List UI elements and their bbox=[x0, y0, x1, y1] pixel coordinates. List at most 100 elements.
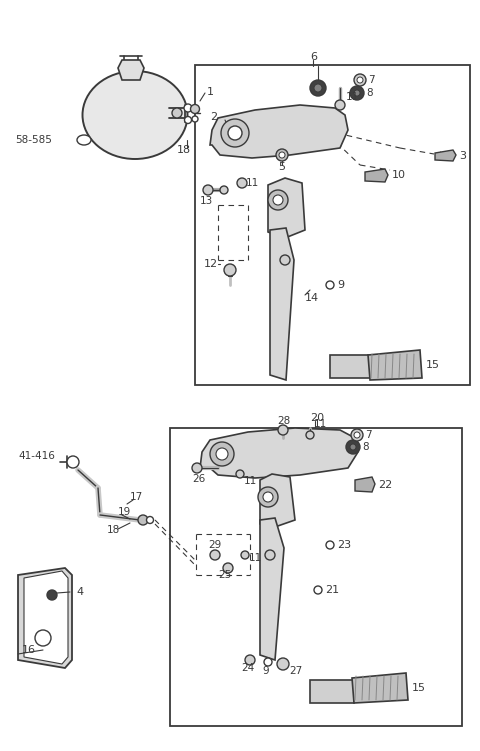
Text: 18: 18 bbox=[177, 145, 191, 155]
Circle shape bbox=[263, 492, 273, 502]
Circle shape bbox=[241, 551, 249, 559]
Text: 27: 27 bbox=[289, 666, 302, 676]
Polygon shape bbox=[260, 474, 295, 528]
Text: 8: 8 bbox=[366, 88, 372, 98]
Circle shape bbox=[35, 630, 51, 646]
Circle shape bbox=[258, 487, 278, 507]
Circle shape bbox=[326, 281, 334, 289]
Text: 26: 26 bbox=[192, 474, 205, 484]
Polygon shape bbox=[268, 178, 305, 238]
Circle shape bbox=[280, 255, 290, 265]
Circle shape bbox=[314, 84, 322, 92]
Text: 14: 14 bbox=[305, 293, 319, 303]
Circle shape bbox=[346, 440, 360, 454]
Text: 19: 19 bbox=[118, 507, 131, 517]
Circle shape bbox=[228, 126, 242, 140]
Text: 10: 10 bbox=[392, 170, 406, 180]
Text: 2: 2 bbox=[210, 112, 217, 122]
Circle shape bbox=[245, 655, 255, 665]
Circle shape bbox=[279, 152, 285, 158]
Circle shape bbox=[192, 463, 202, 473]
Circle shape bbox=[223, 563, 233, 573]
Text: 8: 8 bbox=[362, 442, 369, 452]
Circle shape bbox=[184, 104, 192, 112]
Text: 18: 18 bbox=[107, 525, 120, 535]
Bar bbox=[170, 428, 462, 726]
Circle shape bbox=[192, 116, 198, 122]
Circle shape bbox=[210, 442, 234, 466]
Circle shape bbox=[236, 470, 244, 478]
Polygon shape bbox=[24, 571, 68, 664]
Circle shape bbox=[184, 116, 192, 123]
Polygon shape bbox=[210, 105, 348, 158]
Circle shape bbox=[278, 425, 288, 435]
Text: 25: 25 bbox=[218, 570, 231, 580]
Circle shape bbox=[146, 517, 154, 523]
Circle shape bbox=[265, 550, 275, 560]
Ellipse shape bbox=[77, 135, 91, 145]
Circle shape bbox=[268, 190, 288, 210]
Text: 3: 3 bbox=[459, 151, 466, 161]
Text: 41-416: 41-416 bbox=[18, 451, 55, 461]
Text: 4: 4 bbox=[76, 587, 83, 597]
Ellipse shape bbox=[83, 71, 188, 159]
Text: 11: 11 bbox=[346, 92, 359, 102]
Circle shape bbox=[138, 515, 148, 525]
Text: 24: 24 bbox=[241, 663, 254, 673]
Text: 11: 11 bbox=[244, 476, 257, 486]
Circle shape bbox=[172, 108, 182, 118]
Text: 15: 15 bbox=[412, 683, 426, 693]
Circle shape bbox=[306, 431, 314, 439]
Circle shape bbox=[210, 550, 220, 560]
Circle shape bbox=[273, 195, 283, 205]
Text: 16: 16 bbox=[22, 645, 36, 655]
Circle shape bbox=[220, 186, 228, 194]
Circle shape bbox=[354, 74, 366, 86]
Circle shape bbox=[237, 178, 247, 188]
Circle shape bbox=[276, 149, 288, 161]
Text: 12: 12 bbox=[204, 259, 218, 269]
Circle shape bbox=[351, 429, 363, 441]
Circle shape bbox=[357, 77, 363, 83]
Text: 29: 29 bbox=[208, 540, 221, 550]
Text: 9: 9 bbox=[337, 280, 344, 290]
Polygon shape bbox=[310, 680, 354, 703]
Polygon shape bbox=[118, 60, 144, 80]
Polygon shape bbox=[368, 350, 422, 380]
Text: 11: 11 bbox=[249, 553, 262, 563]
Polygon shape bbox=[260, 518, 284, 660]
Text: 23: 23 bbox=[337, 540, 351, 550]
Text: 6: 6 bbox=[310, 52, 317, 62]
Text: 5: 5 bbox=[278, 162, 285, 172]
Text: 21: 21 bbox=[325, 585, 339, 595]
Circle shape bbox=[350, 86, 364, 100]
Text: 17: 17 bbox=[130, 492, 143, 502]
Circle shape bbox=[326, 541, 334, 549]
Circle shape bbox=[203, 185, 213, 195]
Text: 28: 28 bbox=[277, 416, 290, 426]
Text: 13: 13 bbox=[200, 196, 213, 206]
Text: 20: 20 bbox=[310, 413, 324, 423]
Polygon shape bbox=[18, 568, 72, 668]
Text: 58-585: 58-585 bbox=[15, 135, 52, 145]
Circle shape bbox=[310, 80, 326, 96]
Circle shape bbox=[221, 119, 249, 147]
Text: 22: 22 bbox=[378, 480, 392, 490]
Polygon shape bbox=[365, 169, 388, 182]
Circle shape bbox=[335, 100, 345, 110]
Text: 11: 11 bbox=[314, 419, 327, 429]
Bar bbox=[195, 65, 470, 385]
Text: 7: 7 bbox=[368, 75, 374, 85]
Polygon shape bbox=[200, 428, 358, 478]
Circle shape bbox=[354, 90, 360, 96]
Circle shape bbox=[354, 432, 360, 438]
Text: 9: 9 bbox=[262, 666, 269, 676]
Circle shape bbox=[350, 444, 356, 450]
Circle shape bbox=[191, 104, 200, 113]
Polygon shape bbox=[352, 673, 408, 703]
Circle shape bbox=[224, 264, 236, 276]
Circle shape bbox=[216, 448, 228, 460]
Circle shape bbox=[277, 658, 289, 670]
Text: 7: 7 bbox=[365, 430, 372, 440]
Circle shape bbox=[67, 456, 79, 468]
